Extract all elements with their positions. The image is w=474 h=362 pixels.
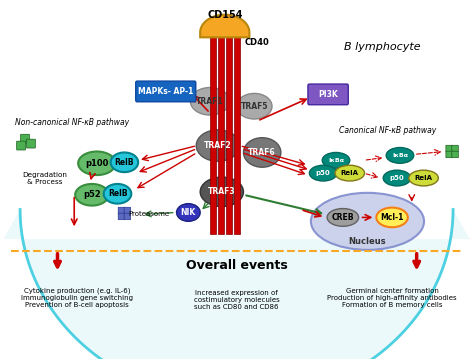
Polygon shape bbox=[200, 15, 249, 37]
Ellipse shape bbox=[322, 152, 350, 168]
Text: TRAF2: TRAF2 bbox=[204, 141, 232, 150]
FancyBboxPatch shape bbox=[446, 145, 452, 152]
Text: MAPKs- AP-1: MAPKs- AP-1 bbox=[138, 87, 193, 96]
Text: TRAF6: TRAF6 bbox=[248, 148, 276, 157]
Text: IκBα: IκBα bbox=[392, 153, 408, 158]
Text: Non-canonical NF-κB pathway: Non-canonical NF-κB pathway bbox=[15, 118, 129, 127]
FancyBboxPatch shape bbox=[136, 81, 196, 102]
Ellipse shape bbox=[196, 130, 239, 161]
Bar bbox=[210, 28, 216, 234]
Text: CD154: CD154 bbox=[207, 10, 243, 20]
Ellipse shape bbox=[200, 177, 244, 207]
Text: CREB: CREB bbox=[332, 213, 354, 222]
Text: Canonical NF-κB pathway: Canonical NF-κB pathway bbox=[338, 126, 436, 135]
Text: Overall events: Overall events bbox=[186, 259, 287, 272]
Text: B lymphocyte: B lymphocyte bbox=[344, 42, 420, 52]
Bar bbox=[226, 28, 232, 234]
Text: IκBα: IκBα bbox=[328, 158, 344, 163]
Text: RelB: RelB bbox=[115, 158, 134, 167]
Text: RelA: RelA bbox=[415, 175, 433, 181]
FancyBboxPatch shape bbox=[452, 145, 458, 152]
Ellipse shape bbox=[78, 151, 116, 175]
Text: TRAF3: TRAF3 bbox=[208, 187, 236, 196]
Text: p50: p50 bbox=[316, 170, 330, 176]
Text: Nucleus: Nucleus bbox=[349, 236, 386, 245]
Ellipse shape bbox=[191, 88, 230, 115]
Text: CD40: CD40 bbox=[245, 38, 270, 47]
Ellipse shape bbox=[376, 207, 408, 227]
Text: RelA: RelA bbox=[341, 170, 359, 176]
Text: p50: p50 bbox=[390, 175, 404, 181]
FancyBboxPatch shape bbox=[20, 134, 29, 143]
Ellipse shape bbox=[110, 152, 138, 172]
Text: p52: p52 bbox=[83, 190, 101, 199]
Ellipse shape bbox=[237, 93, 272, 119]
FancyBboxPatch shape bbox=[124, 213, 131, 220]
Ellipse shape bbox=[176, 204, 200, 221]
Ellipse shape bbox=[104, 184, 131, 204]
FancyBboxPatch shape bbox=[118, 213, 125, 220]
Ellipse shape bbox=[244, 138, 281, 167]
FancyBboxPatch shape bbox=[446, 151, 452, 158]
Text: p100: p100 bbox=[85, 159, 109, 168]
Bar bbox=[218, 28, 224, 234]
FancyBboxPatch shape bbox=[17, 141, 26, 150]
Ellipse shape bbox=[335, 165, 365, 181]
Text: Mcl-1: Mcl-1 bbox=[380, 213, 404, 222]
Ellipse shape bbox=[75, 184, 109, 206]
Text: NIK: NIK bbox=[181, 208, 196, 217]
Polygon shape bbox=[3, 210, 470, 362]
Text: RelB: RelB bbox=[108, 189, 127, 198]
Text: Cytokine production (e.g. IL-6)
Immunoglobulin gene switching
Prevention of B-ce: Cytokine production (e.g. IL-6) Immunogl… bbox=[21, 288, 133, 308]
FancyBboxPatch shape bbox=[452, 151, 458, 158]
Ellipse shape bbox=[383, 170, 411, 186]
Text: TRAF5: TRAF5 bbox=[240, 102, 268, 111]
Ellipse shape bbox=[310, 165, 337, 181]
Ellipse shape bbox=[409, 170, 438, 186]
Text: Degradation
& Process: Degradation & Process bbox=[22, 172, 67, 185]
FancyBboxPatch shape bbox=[27, 139, 36, 148]
Text: Germinal center formation
Production of high-affinity antibodies
Formation of B : Germinal center formation Production of … bbox=[327, 288, 457, 308]
FancyBboxPatch shape bbox=[118, 207, 125, 214]
Text: Increased expression of
costimulatory molecules
such as CD80 and CD86: Increased expression of costimulatory mo… bbox=[194, 290, 280, 310]
Bar bbox=[234, 28, 239, 234]
Text: PI3K: PI3K bbox=[318, 90, 338, 99]
FancyBboxPatch shape bbox=[308, 84, 348, 105]
Ellipse shape bbox=[386, 148, 414, 163]
Ellipse shape bbox=[311, 193, 424, 250]
Text: TRAF1: TRAF1 bbox=[196, 97, 224, 106]
Text: Proteasome: Proteasome bbox=[128, 211, 170, 218]
FancyBboxPatch shape bbox=[124, 207, 131, 214]
Ellipse shape bbox=[327, 209, 359, 226]
